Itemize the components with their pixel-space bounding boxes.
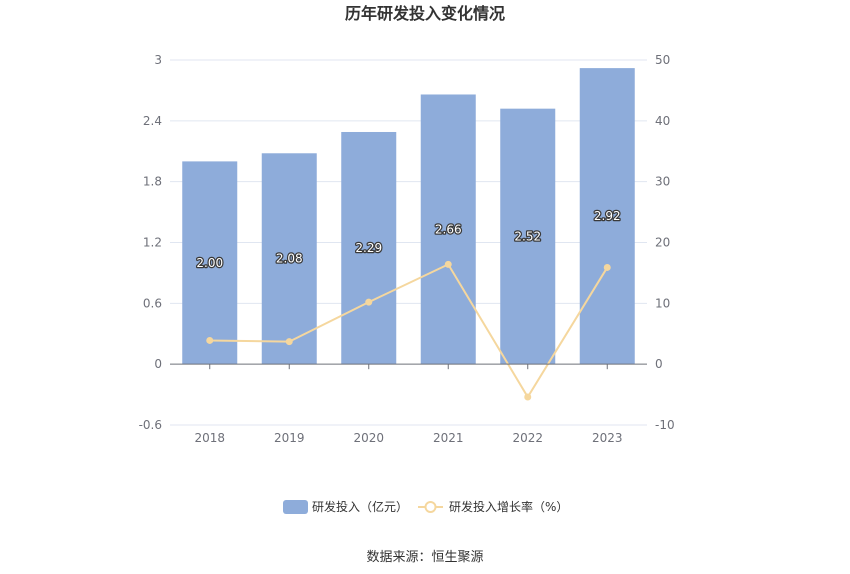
line-layer: [206, 260, 611, 401]
legend-item-line[interactable]: 研发投入增长率（%）: [418, 499, 568, 514]
legend-item-bar[interactable]: 研发投入（亿元）: [283, 499, 408, 514]
growth-rate-point: [365, 298, 373, 306]
y-left-tick-label: 1.8: [143, 175, 162, 189]
label-layer: 2.00 2.08 2.29 2.66 2.52 2.92: [195, 208, 622, 271]
bar-rd-investment: [261, 153, 317, 365]
bar-rd-investment: [579, 68, 635, 365]
bar-layer: [182, 68, 635, 365]
y-right-tick-label: 40: [655, 114, 670, 128]
bar-rd-investment: [420, 94, 476, 365]
y-left-tick-label: 0: [154, 357, 162, 371]
y-right-tick-label: 20: [655, 236, 670, 250]
bar-rd-investment: [500, 108, 556, 365]
legend-bar-label: 研发投入（亿元）: [312, 499, 408, 514]
bar-data-label: 2.92: [594, 209, 621, 223]
x-tick-label: 2018: [194, 431, 225, 445]
x-tick-label: 2021: [433, 431, 464, 445]
bar-data-label: 2.29: [355, 241, 382, 255]
y-left-tick-label: -0.6: [139, 418, 162, 432]
y-left-tick-label: 2.4: [143, 114, 162, 128]
y-right-tick-label: -10: [655, 418, 675, 432]
bar-data-label: 2.08: [276, 252, 303, 266]
bar-data-label: 2.00: [196, 256, 223, 270]
growth-rate-point: [603, 263, 611, 271]
data-source-text: 数据来源：恒生聚源: [366, 550, 483, 565]
y-left-tick-label: 0.6: [143, 296, 162, 310]
growth-rate-point: [524, 393, 532, 401]
growth-rate-line: [209, 263, 609, 399]
x-tick-label: 2023: [592, 431, 623, 445]
x-tick-label: 2022: [512, 431, 543, 445]
bar-rd-investment: [182, 161, 238, 365]
growth-rate-point: [444, 260, 452, 268]
legend-line-label: 研发投入增长率（%）: [449, 499, 568, 514]
legend[interactable]: 研发投入（亿元） 研发投入增长率（%）: [283, 499, 568, 514]
growth-rate-point: [285, 338, 293, 346]
bar-rd-investment: [341, 131, 397, 365]
legend-bar-swatch: [283, 500, 308, 514]
bar-data-label: 2.52: [514, 229, 541, 243]
y-right-tick-label: 0: [655, 357, 663, 371]
bar-data-label: 2.66: [435, 222, 462, 236]
x-tick-label: 2019: [274, 431, 305, 445]
y-left-tick-label: 3: [154, 53, 162, 67]
growth-rate-point: [206, 336, 214, 344]
y-right-tick-label: 50: [655, 53, 670, 67]
chart-title: 历年研发投入变化情况: [345, 4, 505, 23]
y-left-tick-label: 1.2: [143, 236, 162, 250]
grid-layer: [170, 59, 647, 426]
x-tick-label: 2020: [353, 431, 384, 445]
axis-layer: -0.6 0 0.6 1.2 1.8 2.4 3 -10 0 10 20 30 40 50 2018 2019…: [139, 53, 675, 445]
y-right-tick-label: 10: [655, 296, 670, 310]
legend-line-marker: [424, 501, 437, 513]
y-right-tick-label: 30: [655, 175, 670, 189]
